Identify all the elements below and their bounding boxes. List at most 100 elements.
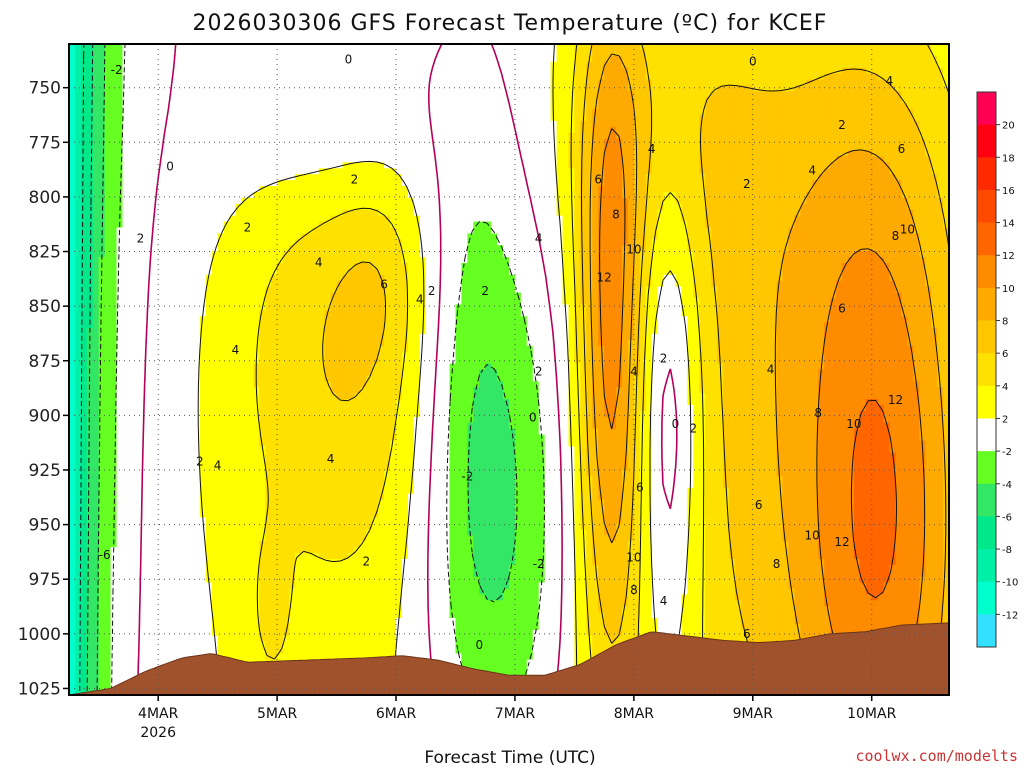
field-cell: [92, 103, 100, 110]
field-cell: [294, 227, 302, 234]
field-cell: [306, 144, 314, 152]
field-cell: [211, 481, 219, 489]
field-cell: [98, 405, 106, 412]
field-cell: [187, 576, 195, 584]
field-cell: [300, 410, 308, 418]
field-cell: [247, 422, 254, 430]
field-cell: [86, 203, 94, 211]
field-cell: [235, 197, 243, 205]
field-cell: [104, 186, 112, 193]
field-cell: [318, 612, 326, 619]
field-cell: [300, 434, 308, 442]
field-cell: [116, 251, 124, 258]
field-cell: [241, 618, 248, 625]
field-cell: [271, 387, 278, 394]
field-cell: [324, 44, 332, 51]
field-cell: [104, 470, 112, 477]
field-cell: [181, 476, 189, 483]
field-cell: [211, 547, 219, 554]
field-cell: [318, 310, 326, 317]
field-cell: [164, 257, 171, 264]
field-cell: [241, 73, 248, 81]
field-cell: [294, 333, 302, 341]
field-cell: [247, 298, 254, 305]
field-cell: [80, 363, 88, 371]
field-cell: [235, 552, 243, 560]
field-cell: [259, 558, 266, 566]
field-cell: [205, 547, 213, 554]
field-cell: [110, 452, 118, 459]
field-cell: [223, 339, 231, 347]
field-cell: [324, 162, 332, 169]
field-cell: [110, 304, 118, 311]
field-cell: [235, 257, 243, 264]
field-cell: [80, 529, 88, 536]
field-cell: [181, 245, 189, 252]
field-cell: [318, 345, 326, 353]
field-cell: [330, 381, 338, 388]
field-cell: [241, 304, 248, 311]
field-cell: [110, 428, 118, 436]
field-cell: [247, 552, 254, 560]
field-cell: [300, 458, 308, 465]
field-cell: [164, 55, 171, 63]
field-cell: [181, 97, 189, 104]
field-cell: [69, 120, 76, 128]
field-cell: [235, 168, 243, 175]
field-cell: [211, 399, 219, 406]
field-cell: [98, 600, 106, 607]
field-cell: [122, 564, 130, 572]
field-cell: [223, 109, 231, 116]
field-cell: [271, 186, 278, 193]
field-cell: [158, 268, 165, 276]
field-cell: [223, 629, 231, 637]
field-cell: [336, 298, 344, 305]
field-cell: [283, 316, 290, 323]
field-cell: [217, 85, 225, 92]
field-cell: [199, 458, 207, 465]
field-cell: [318, 381, 326, 388]
field-cell: [277, 286, 284, 294]
field-cell: [265, 268, 272, 276]
field-cell: [324, 481, 332, 489]
field-cell: [187, 174, 195, 181]
field-cell: [336, 316, 344, 323]
field-cell: [312, 547, 320, 554]
field-cell: [164, 339, 171, 347]
field-cell: [110, 641, 118, 649]
field-cell: [86, 393, 94, 400]
field-cell: [104, 683, 112, 690]
field-cell: [104, 600, 112, 607]
field-cell: [312, 582, 320, 590]
field-cell: [289, 197, 296, 205]
field-cell: [152, 233, 159, 240]
field-cell: [158, 298, 165, 305]
field-cell: [69, 641, 76, 649]
field-cell: [199, 126, 207, 134]
field-cell: [170, 245, 177, 252]
field-cell: [69, 109, 76, 116]
field-cell: [289, 274, 296, 282]
field-cell: [223, 387, 231, 394]
field-cell: [69, 428, 76, 436]
field-cell: [140, 67, 147, 75]
field-cell: [122, 168, 130, 175]
field-cell: [241, 381, 248, 388]
field-cell: [74, 399, 82, 406]
field-cell: [211, 452, 219, 459]
field-cell: [86, 44, 94, 51]
field-cell: [116, 328, 124, 335]
field-cell: [92, 558, 100, 566]
field-cell: [241, 464, 248, 471]
field-cell: [223, 399, 231, 406]
field-cell: [277, 186, 284, 193]
field-cell: [98, 564, 106, 572]
field-cell: [271, 523, 278, 530]
field-cell: [116, 635, 124, 643]
field-cell: [164, 647, 171, 655]
field-cell: [324, 239, 332, 246]
field-cell: [92, 623, 100, 631]
field-cell: [86, 612, 94, 619]
field-cell: [205, 286, 213, 294]
field-cell: [158, 517, 165, 524]
